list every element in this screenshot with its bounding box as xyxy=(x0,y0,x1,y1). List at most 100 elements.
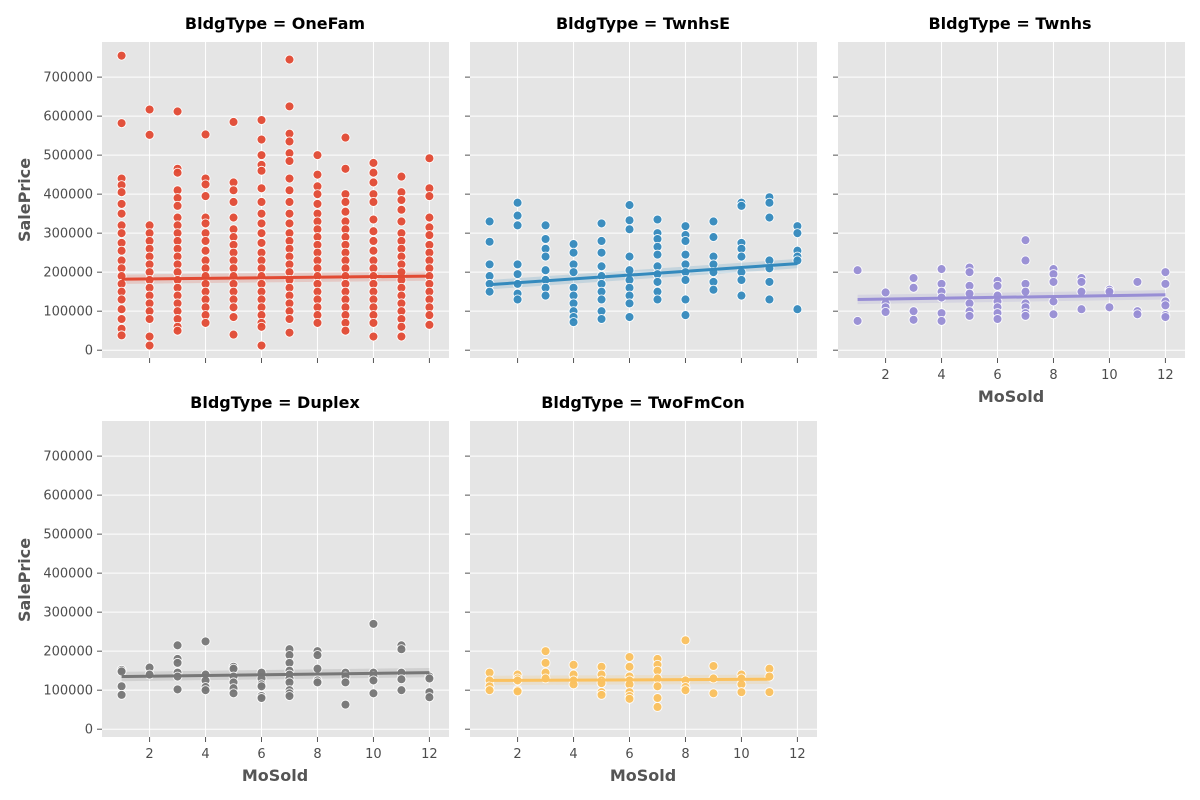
data-point xyxy=(256,693,267,703)
y-tick-label: 500000 xyxy=(43,528,93,543)
y-axis-label-top: SalePrice xyxy=(15,158,34,242)
data-point xyxy=(652,214,663,225)
data-point xyxy=(652,294,663,305)
data-point xyxy=(568,317,579,328)
x-tick-label: 8 xyxy=(1049,368,1057,383)
data-point xyxy=(624,661,635,672)
data-point xyxy=(736,687,747,698)
data-point xyxy=(540,657,551,668)
x-tick-label: 12 xyxy=(789,747,806,762)
x-tick-label: 2 xyxy=(513,747,521,762)
data-point xyxy=(172,106,183,117)
data-point xyxy=(652,276,663,287)
data-point xyxy=(484,685,495,696)
data-point xyxy=(1160,312,1171,322)
data-point xyxy=(964,310,975,321)
data-point xyxy=(484,259,495,270)
data-point xyxy=(116,681,127,692)
data-point xyxy=(368,197,379,207)
y-tick-label: 100000 xyxy=(43,684,93,699)
x-tick-label: 2 xyxy=(881,368,889,383)
data-point xyxy=(312,189,323,200)
data-point xyxy=(680,275,691,285)
y-tick-label: 400000 xyxy=(43,188,93,203)
data-point xyxy=(624,200,635,211)
y-tick-label: 300000 xyxy=(43,227,93,242)
data-point xyxy=(368,317,379,328)
data-point xyxy=(424,673,435,684)
data-point xyxy=(284,208,295,219)
data-point xyxy=(652,693,663,703)
data-point xyxy=(1160,300,1171,311)
data-point xyxy=(256,183,267,194)
data-point xyxy=(116,294,127,305)
data-point xyxy=(1132,309,1143,320)
data-point xyxy=(312,650,323,661)
data-point xyxy=(284,314,295,324)
x-tick-label: 4 xyxy=(201,747,209,762)
y-tick-label: 400000 xyxy=(43,567,93,582)
data-point xyxy=(116,689,127,700)
data-point xyxy=(340,197,351,207)
data-point xyxy=(312,663,323,674)
data-point xyxy=(116,304,127,315)
y-tick-label: 700000 xyxy=(43,450,93,465)
data-point xyxy=(596,218,607,229)
data-point xyxy=(200,236,211,246)
data-point xyxy=(680,294,691,305)
x-tick-label: 2 xyxy=(145,747,153,762)
data-point xyxy=(256,321,267,332)
data-point xyxy=(200,218,211,229)
x-tick-label: 10 xyxy=(733,747,750,762)
data-point xyxy=(424,191,435,202)
data-point xyxy=(172,684,183,695)
data-point xyxy=(368,177,379,188)
data-point xyxy=(1160,278,1171,289)
y-tick-label: 0 xyxy=(85,723,93,738)
data-point xyxy=(256,340,267,351)
data-point xyxy=(484,286,495,297)
data-point xyxy=(512,259,523,270)
data-point xyxy=(256,134,267,145)
data-point xyxy=(144,331,155,342)
plot-area xyxy=(470,42,817,358)
data-point xyxy=(284,173,295,184)
data-point xyxy=(116,245,127,256)
data-point xyxy=(708,232,719,243)
x-axis-label-twnhs: MoSold xyxy=(978,387,1044,406)
plot-area xyxy=(102,42,449,358)
data-point xyxy=(736,200,747,211)
data-point xyxy=(284,156,295,166)
data-point xyxy=(284,101,295,112)
regression-line xyxy=(121,671,430,679)
y-tick-label: 300000 xyxy=(43,606,93,621)
data-point xyxy=(284,185,295,196)
data-point xyxy=(624,298,635,309)
data-point xyxy=(284,218,295,229)
data-point xyxy=(764,197,775,208)
data-point xyxy=(284,327,295,338)
data-point xyxy=(540,646,551,657)
data-point xyxy=(1132,276,1143,287)
panel-title: BldgType = Twnhs xyxy=(928,14,1091,33)
data-point xyxy=(424,319,435,330)
data-point xyxy=(256,208,267,219)
data-point xyxy=(396,171,407,182)
data-point xyxy=(736,251,747,262)
data-point xyxy=(680,221,691,232)
x-tick-label: 10 xyxy=(1101,368,1118,383)
data-point xyxy=(396,685,407,696)
data-point xyxy=(540,234,551,244)
data-point xyxy=(396,216,407,227)
data-point xyxy=(200,245,211,256)
data-point xyxy=(396,331,407,342)
data-point xyxy=(256,237,267,248)
data-point xyxy=(708,661,719,671)
data-point xyxy=(256,115,267,125)
data-point xyxy=(908,314,919,325)
x-tick-label: 4 xyxy=(569,747,577,762)
data-point xyxy=(512,294,523,305)
data-point xyxy=(764,276,775,287)
data-point xyxy=(1020,255,1031,266)
